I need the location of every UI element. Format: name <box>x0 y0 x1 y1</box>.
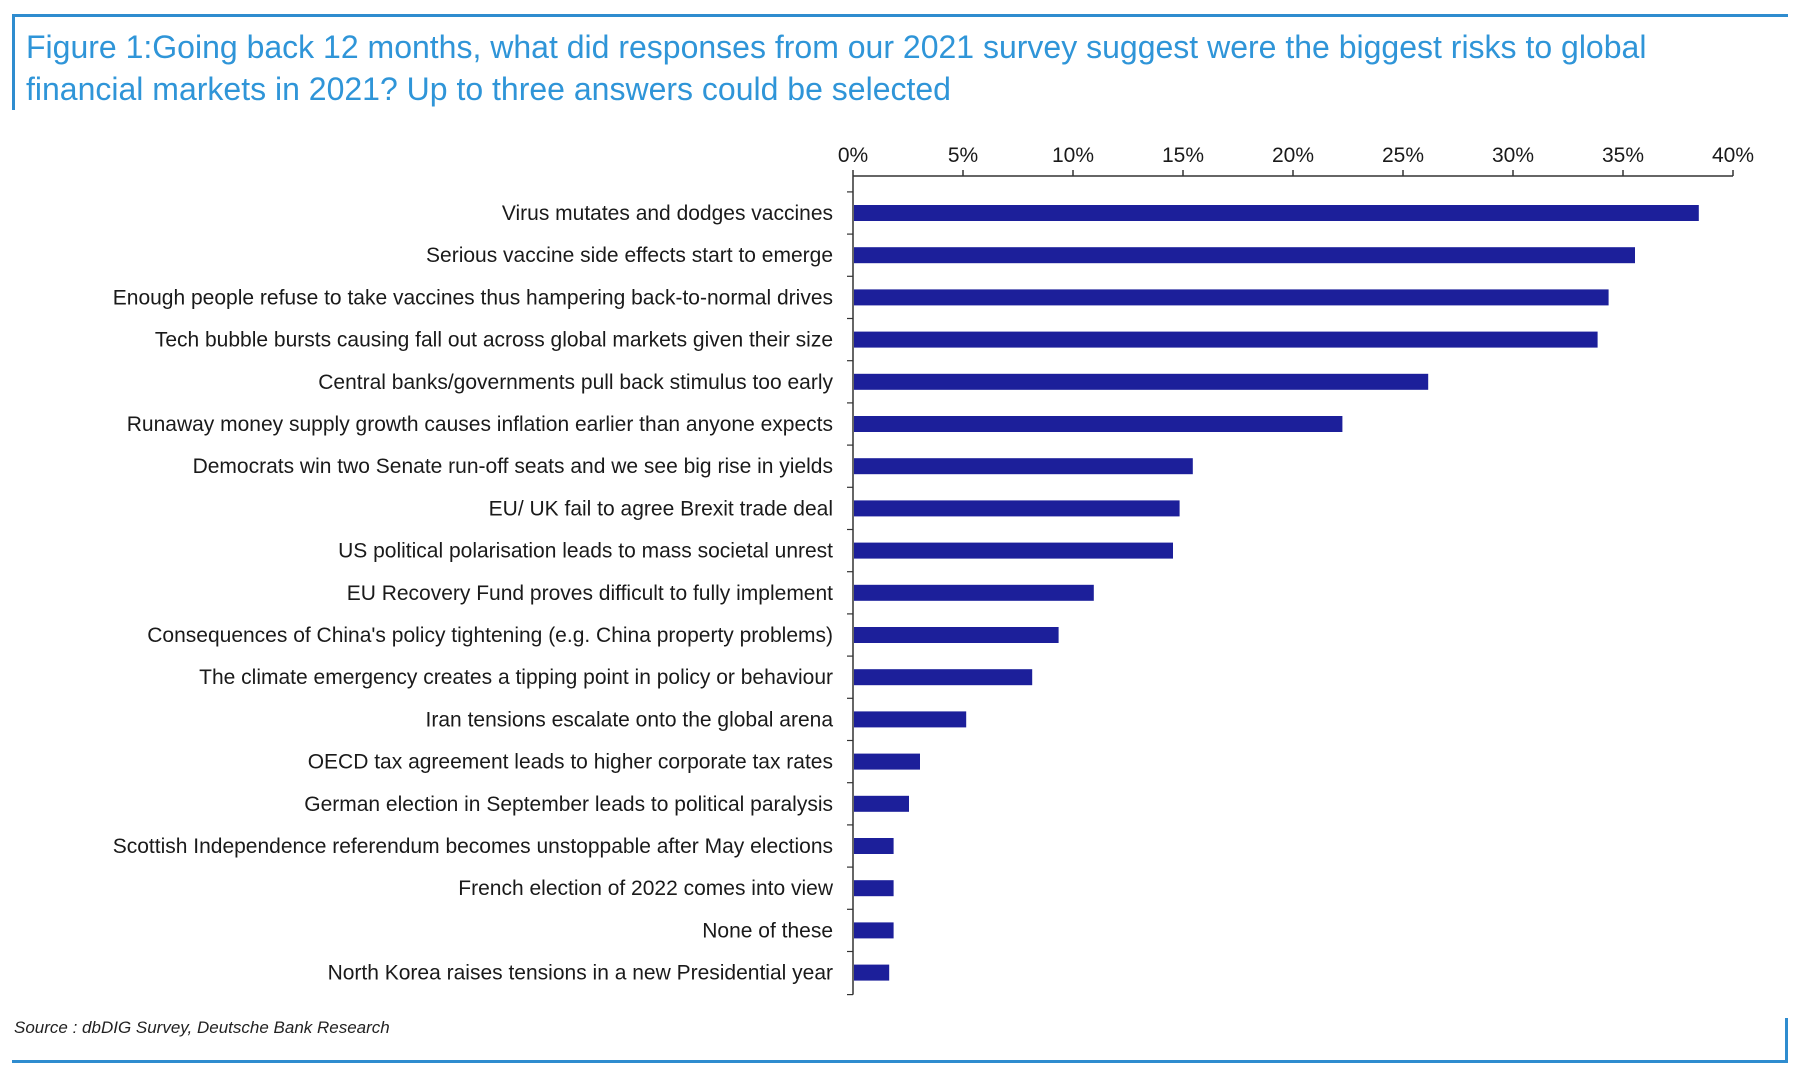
category-label: Virus mutates and dodges vaccines <box>502 202 833 225</box>
x-tick-label: 15% <box>1162 144 1204 167</box>
chart-title: Figure 1:Going back 12 months, what did … <box>26 29 1647 107</box>
bar <box>854 373 1429 390</box>
category-label: OECD tax agreement leads to higher corpo… <box>308 751 833 774</box>
bar <box>854 542 1173 559</box>
bar <box>854 500 1180 517</box>
x-tick-label: 40% <box>1712 144 1754 167</box>
x-tick-label: 30% <box>1492 144 1534 167</box>
bar <box>854 627 1059 643</box>
bar <box>854 458 1193 475</box>
category-label: Serious vaccine side effects start to em… <box>426 244 833 267</box>
category-label: Democrats win two Senate run-off seats a… <box>193 455 833 478</box>
bar <box>854 205 1699 221</box>
category-label: Iran tensions escalate onto the global a… <box>426 708 834 731</box>
bar <box>854 880 894 897</box>
category-label: Enough people refuse to take vaccines th… <box>113 286 833 309</box>
bar <box>854 753 920 770</box>
bar <box>854 247 1635 264</box>
category-label: German election in September leads to po… <box>304 793 833 816</box>
frame-right-border <box>1785 1018 1788 1063</box>
source-note: Source : dbDIG Survey, Deutsche Bank Res… <box>14 1018 390 1037</box>
frame-left-border <box>12 14 15 110</box>
category-label: Tech bubble bursts causing fall out acro… <box>155 329 833 352</box>
bar <box>854 838 894 854</box>
bar <box>854 669 1033 686</box>
category-label: EU/ UK fail to agree Brexit trade deal <box>489 497 833 520</box>
x-tick-label: 25% <box>1382 144 1424 167</box>
category-label: None of these <box>702 919 833 942</box>
category-label: French election of 2022 comes into view <box>458 877 834 900</box>
bar <box>854 711 967 728</box>
bar <box>854 584 1094 601</box>
bar <box>854 795 909 812</box>
category-label: Consequences of China's policy tightenin… <box>147 624 833 647</box>
bar <box>854 331 1598 348</box>
bar <box>854 416 1343 432</box>
category-label: US political polarisation leads to mass … <box>338 540 833 563</box>
bar <box>854 922 894 939</box>
bar-chart: 0% 5% 10% 15% 20% 25% 30% 35% 40% Virus mutates a… <box>113 144 1754 996</box>
category-label: EU Recovery Fund proves difficult to ful… <box>347 582 833 605</box>
x-tick-label: 20% <box>1272 144 1314 167</box>
x-tick-label: 35% <box>1602 144 1644 167</box>
x-tick-label: 0% <box>838 144 868 167</box>
frame-bottom-border <box>12 1060 1788 1063</box>
category-label: The climate emergency creates a tipping … <box>199 666 833 689</box>
category-label: Central banks/governments pull back stim… <box>318 371 833 394</box>
frame-top-border <box>12 14 1788 17</box>
x-tick-label: 10% <box>1052 144 1094 167</box>
category-label: Scottish Independence referendum becomes… <box>113 835 833 858</box>
bar <box>854 964 890 981</box>
x-tick-label: 5% <box>948 144 978 167</box>
category-label: North Korea raises tensions in a new Pre… <box>328 962 833 985</box>
category-label: Runaway money supply growth causes infla… <box>127 413 833 436</box>
bar <box>854 289 1609 306</box>
